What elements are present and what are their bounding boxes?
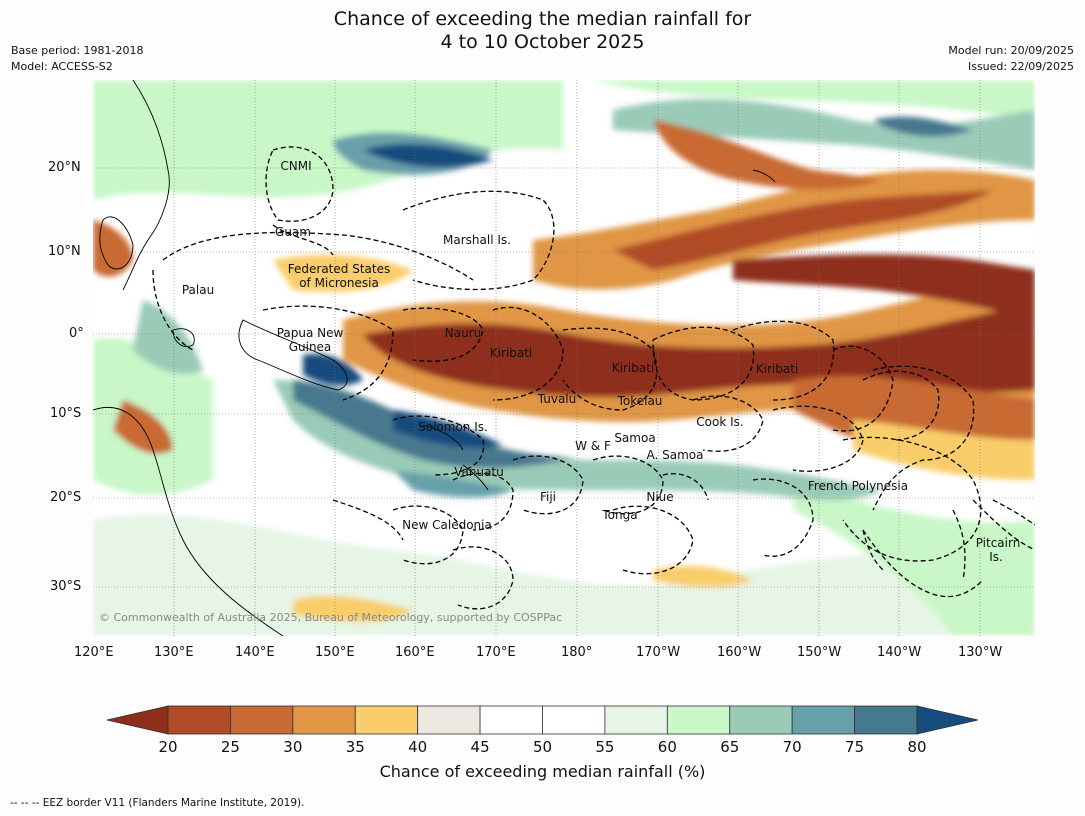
graticule [93,80,1035,636]
colorbar-ticks: 20 25 30 35 40 45 50 55 60 65 70 75 80 [158,738,926,756]
region-label: Tonga [601,508,637,522]
lon-tick-label: 170°E [476,645,516,660]
region-label: of Micronesia [299,276,379,290]
colorbar-tick-label: 20 [158,738,177,756]
title-line-2: 4 to 10 October 2025 [440,31,645,53]
region-label: Solomon Is. [418,420,488,434]
colorbar: 20 25 30 35 40 45 50 55 60 65 70 75 80 [106,705,979,756]
issued-text: Issued: 22/09/2025 [967,60,1074,73]
colorbar-tick-label: 75 [845,738,864,756]
lat-tick-label: 10°N [48,244,81,259]
colorbar-label: Chance of exceeding median rainfall (%) [379,762,706,781]
region-label: Kiribati [756,362,798,376]
region-label: CNMI [280,159,311,173]
lon-tick-label: 130°E [154,645,194,660]
lon-tick-label: 180° [561,645,593,660]
colorbar-tick-label: 45 [471,738,490,756]
rainfall-probability-map: CNMI Guam Marshall Is. Federated States … [93,80,1035,636]
colorbar-tick-label: 30 [283,738,302,756]
colorbar-extension-high [916,705,979,735]
probability-field [93,80,1035,636]
region-label: Guinea [289,340,332,354]
region-label: Nauru [445,326,481,340]
region-label: Vanuatu [454,465,504,479]
colorbar-segment [292,705,356,735]
colorbar-segment [479,705,543,735]
colorbar-segment [542,705,606,735]
lon-tick-label: 140°W [877,645,922,660]
coastlines [93,80,776,636]
colorbar-tick-label: 25 [221,738,240,756]
lat-tick-label: 30°S [50,579,82,594]
region-labels: CNMI Guam Marshall Is. Federated States … [182,159,1020,564]
colorbar-tick-label: 40 [408,738,427,756]
colorbar-tick-label: 55 [595,738,614,756]
region-label: Is. [989,550,1003,564]
lon-tick-label: 160°W [717,645,762,660]
lon-tick-label: 170°W [636,645,681,660]
model-text: Model: ACCESS-S2 [11,60,113,73]
lon-tick-label: 150°W [797,645,842,660]
region-label: Kiribati [490,346,532,360]
region-label: Niue [646,490,673,504]
colorbar-tick-label: 35 [346,738,365,756]
region-label: Kiribati [612,361,654,375]
lat-tick-label: 20°N [48,160,81,175]
lon-tick-label: 120°E [74,645,114,660]
eez-borders [152,146,1035,610]
colorbar-segments [167,705,918,735]
region-label: A. Samoa [647,448,704,462]
map-field: CNMI Guam Marshall Is. Federated States … [93,80,1035,636]
colorbar-tick-label: 65 [720,738,739,756]
colorbar-tick-label: 60 [658,738,677,756]
colorbar-tick-label: 80 [907,738,926,756]
copyright-text: © Commonwealth of Australia 2025, Bureau… [99,611,562,624]
colorbar-tick-label: 50 [533,738,552,756]
colorbar-segment [604,705,668,735]
region-label: Samoa [614,431,655,445]
lat-tick-label: 10°S [50,406,82,421]
region-label: Cook Is. [696,415,743,429]
meta-left: Base period: 1981-2018 Model: ACCESS-S2 [11,43,143,75]
region-label: New Caledonia [402,518,492,532]
region-label: French Polynesia [808,479,908,493]
model-run-text: Model run: 20/09/2025 [948,44,1074,57]
lat-tick-label: 0° [69,326,84,341]
colorbar-tick-label: 70 [783,738,802,756]
colorbar-segment [854,705,918,735]
lon-tick-label: 140°E [235,645,275,660]
colorbar-segment [417,705,481,735]
base-period-text: Base period: 1981-2018 [11,44,144,57]
region-label: Tuvalu [537,392,577,406]
colorbar-segment [791,705,855,735]
colorbar-segment [666,705,731,735]
colorbar-segment [167,705,231,735]
region-label: Federated States [288,262,390,276]
title-line-1: Chance of exceeding the median rainfall … [333,8,752,30]
region-label: Fiji [540,490,556,504]
colorbar-segment [354,705,419,735]
eez-footnote: -- -- -- EEZ border V11 (Flanders Marine… [10,797,305,809]
region-label: Palau [182,283,214,297]
lon-tick-label: 150°E [315,645,355,660]
region-label: Marshall Is. [443,233,511,247]
region-label: W & F [575,439,611,453]
lon-tick-label: 160°E [395,645,435,660]
region-label: Papua New [277,326,344,340]
lat-tick-label: 20°S [50,490,82,505]
colorbar-segment [230,705,294,735]
region-label: Pitcairn [976,536,1021,550]
meta-right: Model run: 20/09/2025 Issued: 22/09/2025 [948,43,1074,75]
colorbar-extension-low [106,705,169,735]
colorbar-segment [729,705,793,735]
region-label: Tokelau [617,394,663,408]
lon-tick-label: 130°W [958,645,1003,660]
region-label: Guam [275,225,311,239]
